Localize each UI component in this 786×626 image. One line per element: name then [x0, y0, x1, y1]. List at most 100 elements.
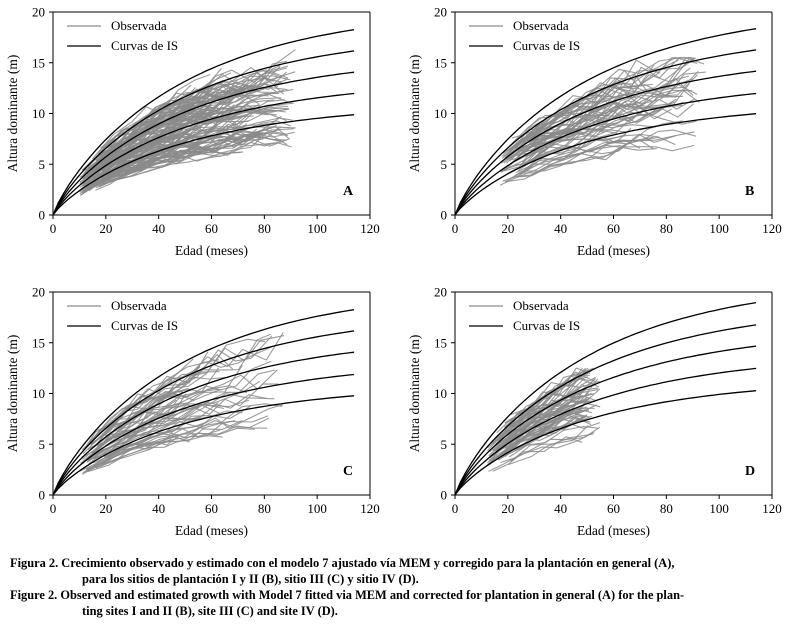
- legend: Observada Curvas de IS: [469, 298, 580, 333]
- x-tick-label: 120: [762, 221, 782, 236]
- observed-trajectory: [102, 84, 192, 155]
- y-tick-label: 15: [434, 55, 447, 70]
- y-tick-label: 10: [32, 106, 45, 121]
- site-index-curve: [52, 330, 355, 496]
- y-tick-label: 20: [434, 5, 447, 20]
- caption-es-line-1: Figura 2. Crecimiento observado y estima…: [10, 556, 675, 570]
- observed-trajectory: [95, 122, 277, 179]
- x-axis-title: Edad (meses): [175, 243, 248, 258]
- observed-trajectory: [99, 139, 242, 182]
- observed-trajectory: [104, 75, 291, 161]
- observed-trajectory: [84, 111, 222, 184]
- observed-trajectory: [514, 103, 694, 162]
- caption-en-line-2: ting sites I and II (B), site III (C) an…: [82, 603, 338, 618]
- observed-trajectory: [88, 394, 268, 465]
- observed-trajectory: [515, 88, 642, 150]
- caption-es-line-2: para los sitios de plantación I y II (B)…: [82, 571, 419, 586]
- legend-curves-label: Curvas de IS: [111, 38, 178, 53]
- y-tick-label: 0: [39, 208, 46, 223]
- observed-trajectory: [511, 425, 599, 451]
- legend: Observada Curvas de IS: [67, 298, 178, 333]
- site-index-curve: [454, 49, 757, 216]
- caption-en-line-1: Figure 2. Observed and estimated growth …: [10, 588, 685, 602]
- panel-d: 0 20 40 60 80 100 120 0 5 10 15 20 Edad (meses) Altur…: [407, 285, 782, 539]
- observed-trajectory: [492, 436, 583, 472]
- x-tick-label: 40: [152, 501, 165, 516]
- observed-trajectory: [90, 376, 229, 445]
- x-tick-label: 80: [258, 221, 271, 236]
- legend-observed-label: Observada: [513, 298, 569, 313]
- observed-trajectory: [92, 87, 196, 162]
- y-tick-label: 5: [441, 157, 448, 172]
- x-tick-label: 60: [607, 221, 620, 236]
- y-tick-label: 10: [434, 106, 447, 121]
- panel-c: 0 20 40 60 80 100 120 0 5 10 15 20 Edad (meses) Altur…: [5, 285, 380, 539]
- x-tick-label: 60: [205, 221, 218, 236]
- x-tick-label: 120: [762, 501, 782, 516]
- site-index-curve: [454, 367, 757, 496]
- x-axis-title: Edad (meses): [577, 243, 650, 258]
- observed-trajectory: [514, 85, 635, 146]
- observed-trajectory: [91, 137, 248, 185]
- site-index-curve: [454, 70, 757, 216]
- observed-trajectory: [100, 82, 294, 164]
- x-tick-label: 80: [660, 501, 673, 516]
- site-index-curve: [52, 50, 355, 216]
- observed-trajectory: [496, 400, 595, 451]
- observed-trajectory: [487, 416, 587, 466]
- panel-letter: A: [343, 184, 354, 199]
- observed-trajectory: [84, 64, 281, 171]
- observed-trajectory: [511, 103, 672, 161]
- legend-curves-label: Curvas de IS: [111, 318, 178, 333]
- x-tick-label: 0: [50, 221, 57, 236]
- observed-trajectory: [90, 120, 292, 184]
- x-tick-label: 0: [452, 221, 459, 236]
- observed-trajectory: [515, 144, 622, 173]
- x-tick-label: 0: [50, 501, 57, 516]
- y-tick-label: 15: [32, 55, 45, 70]
- site-index-curve: [454, 28, 757, 216]
- legend-observed-label: Observada: [111, 298, 167, 313]
- legend: Observada Curvas de IS: [469, 18, 580, 53]
- y-tick-label: 10: [434, 386, 447, 401]
- panel-letter: D: [745, 464, 755, 479]
- y-tick-label: 5: [39, 437, 46, 452]
- caption-english: Figure 2. Observed and estimated growth …: [10, 588, 780, 619]
- observed-trajectory: [79, 421, 207, 472]
- y-tick-label: 0: [441, 488, 448, 503]
- observed-trajectory: [84, 127, 242, 185]
- x-tick-label: 20: [99, 501, 112, 516]
- observed-trajectory: [499, 136, 676, 186]
- observed-series: [79, 49, 296, 196]
- y-axis-title: Altura dominante (m): [407, 55, 422, 173]
- observed-trajectory: [503, 414, 583, 455]
- observed-trajectory: [505, 144, 657, 182]
- site-index-curve: [52, 351, 355, 496]
- x-tick-label: 0: [452, 501, 459, 516]
- site-index-curve: [52, 71, 355, 216]
- legend-curves-label: Curvas de IS: [513, 318, 580, 333]
- caption-spanish: Figura 2. Crecimiento observado y estima…: [10, 556, 780, 587]
- observed-trajectory: [84, 129, 196, 187]
- observed-trajectory: [93, 391, 184, 445]
- x-axis-title: Edad (meses): [175, 523, 248, 538]
- observed-trajectory: [86, 418, 200, 463]
- site-index-curve: [52, 92, 355, 216]
- x-axis-title: Edad (meses): [577, 523, 650, 538]
- x-tick-label: 120: [360, 221, 380, 236]
- panel-letter: B: [745, 184, 754, 199]
- y-tick-label: 20: [434, 285, 447, 300]
- x-tick-label: 40: [554, 221, 567, 236]
- y-tick-label: 0: [39, 488, 46, 503]
- panel-letter: C: [343, 464, 353, 479]
- observed-trajectory: [95, 438, 172, 469]
- legend-observed-label: Observada: [513, 18, 569, 33]
- observed-series: [499, 57, 706, 186]
- y-tick-label: 10: [32, 386, 45, 401]
- x-tick-label: 80: [660, 221, 673, 236]
- observed-trajectory: [510, 425, 589, 462]
- y-axis-title: Altura dominante (m): [5, 55, 20, 173]
- observed-trajectory: [491, 387, 599, 450]
- site-index-curve: [454, 301, 757, 496]
